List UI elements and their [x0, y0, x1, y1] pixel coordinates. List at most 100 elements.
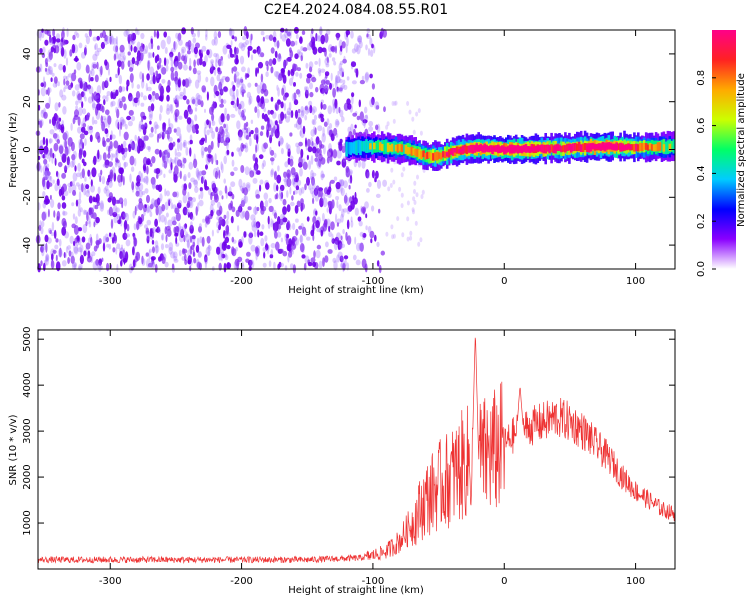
spectrogram-cell: [92, 196, 96, 203]
spectrogram-cell: [350, 216, 353, 223]
spectrogram-cell: [128, 41, 131, 51]
spectrogram-cell: [209, 126, 213, 134]
spectrogram-cell: [53, 76, 58, 84]
spectrogram-cell: [99, 154, 102, 161]
spectrogram-cell: [82, 108, 87, 115]
signal-band-cell: [613, 145, 616, 150]
spectrogram-cell: [369, 230, 375, 239]
spectrogram-cell: [129, 139, 134, 148]
spectrogram-cell: [105, 109, 110, 115]
spectrogram-cell: [154, 245, 160, 253]
spectrogram-cell: [92, 63, 97, 69]
spectrogram-cell: [368, 181, 372, 188]
spectrogram-cell: [138, 217, 143, 225]
spectrogram-cell: [175, 60, 180, 66]
spectrogram-cell: [182, 157, 187, 164]
spectrogram-cell: [195, 206, 198, 216]
spectrogram-cell: [159, 131, 164, 137]
spectrogram-cell: [131, 140, 136, 151]
spectrogram-cell: [230, 53, 235, 58]
spectrogram-cell: [356, 35, 363, 43]
spectrogram-cell: [109, 76, 112, 82]
spectrogram-cell: [357, 160, 362, 168]
spectrogram-cell: [39, 139, 44, 150]
spectrogram-cell: [40, 82, 45, 87]
spectrogram-cell: [359, 79, 365, 85]
spectrogram-cell: [320, 117, 325, 123]
spectrogram-cell: [312, 119, 317, 126]
spectrogram-cell: [179, 141, 183, 151]
spectrogram-cell: [86, 255, 92, 263]
spectrogram-cell: [88, 195, 93, 204]
spectrogram-cell: [122, 140, 127, 148]
spectrogram-cell: [219, 136, 225, 144]
spectrogram-cell: [340, 187, 345, 196]
spectrogram-cell: [268, 34, 274, 41]
spectrogram-cell: [240, 165, 245, 173]
spectrogram-cell: [65, 57, 69, 66]
spectrogram-cell: [51, 253, 54, 261]
spectrogram-cell: [176, 151, 182, 157]
spectrogram-cell: [216, 221, 220, 229]
spectrogram-cell: [272, 111, 277, 119]
spectrogram-cell: [247, 82, 252, 88]
spectrogram-cell: [340, 45, 343, 52]
spectrogram-cell: [132, 259, 136, 268]
spectrogram-cell: [92, 100, 96, 111]
spectrogram-cell: [255, 67, 258, 77]
colorbar-tick-label: 0.8: [696, 70, 707, 86]
spectrogram-cell: [170, 58, 174, 68]
spectrogram-cell: [338, 62, 342, 72]
spectrogram-cell: [339, 138, 343, 144]
spectrogram-cell: [137, 53, 140, 62]
spectrogram-cell: [71, 223, 76, 229]
spectrogram-cell: [183, 109, 189, 120]
spectrogram-cell: [139, 45, 145, 52]
spectrogram-cell: [119, 100, 123, 109]
spectrogram-cell: [406, 101, 410, 106]
spectrogram-cell: [191, 124, 197, 134]
signal-band-cell: [556, 145, 559, 150]
spectrogram-cell: [238, 78, 242, 86]
spectrogram-cell: [58, 63, 64, 71]
spectrogram-cell: [219, 88, 224, 96]
spectrogram-cell: [177, 32, 182, 42]
spectrogram-cell: [333, 127, 338, 136]
spectrogram-cell: [151, 181, 156, 189]
signal-band-cell: [570, 146, 573, 150]
spectrogram-cell: [69, 181, 73, 187]
spectrogram-cell: [224, 185, 228, 194]
spectrogram-cell: [214, 170, 219, 180]
spectrogram-cell: [63, 139, 66, 148]
spectrogram-cell: [270, 96, 274, 102]
spectrogram-cell: [333, 61, 337, 66]
spectrogram-cell: [146, 165, 149, 175]
spectrogram-cell: [67, 73, 73, 78]
spectrogram-cell: [298, 225, 303, 230]
spectrogram-cell: [122, 232, 128, 240]
spectrogram-cell: [279, 31, 283, 40]
spectrogram-cell: [99, 202, 105, 212]
spectrogram-cell: [295, 89, 301, 95]
spectrogram-cell: [203, 126, 207, 137]
spectrogram-cell: [292, 222, 296, 231]
spectrogram-cell: [45, 138, 49, 147]
spectrogram-cell: [141, 258, 146, 266]
spectrogram-cell: [365, 44, 368, 51]
spectrogram-cell: [274, 50, 278, 59]
spectrogram-cell: [71, 90, 76, 97]
spectrogram-cell: [136, 41, 141, 51]
spectrogram-cell: [193, 158, 198, 169]
spectrogram-cell: [188, 79, 193, 84]
spectrogram-cell: [304, 86, 307, 91]
spectrogram-cell: [173, 226, 177, 234]
spectrogram-cell: [189, 235, 193, 243]
spectrogram-cell: [44, 234, 49, 243]
spectrogram-cell: [282, 206, 287, 215]
spectrogram-cell: [47, 208, 50, 218]
spectrogram-cell: [317, 190, 321, 198]
spectrogram-cell: [189, 265, 192, 272]
spectrogram-cell: [375, 170, 379, 179]
signal-band-cell: [414, 148, 417, 157]
spectrogram-cell: [219, 78, 225, 83]
